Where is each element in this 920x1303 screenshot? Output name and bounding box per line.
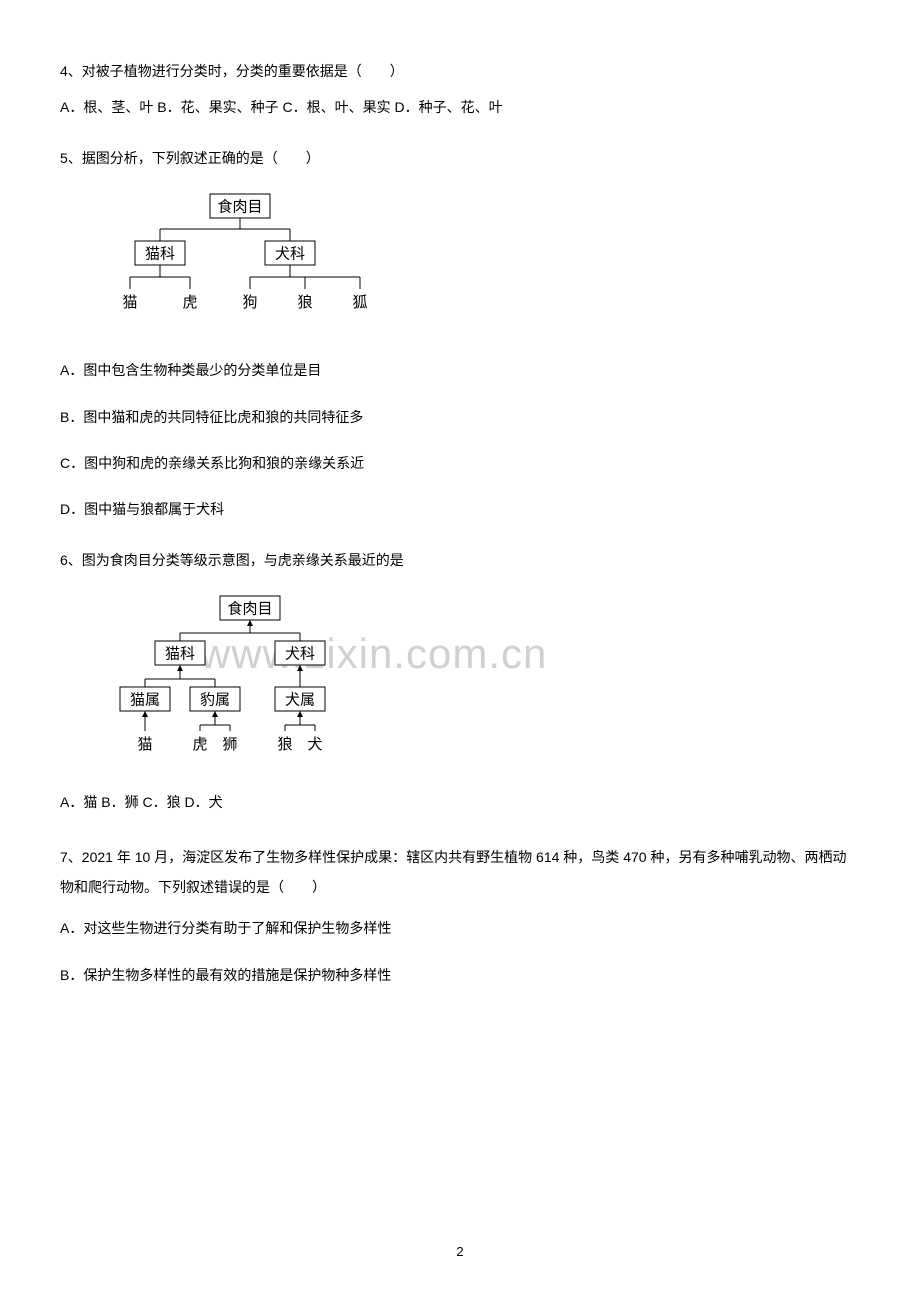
q6-diagram: 食肉目猫科 犬科猫属 豹属 犬属猫 虎狮 狼犬 xyxy=(100,591,860,771)
svg-text:狮: 狮 xyxy=(222,736,237,753)
page-number: 2 xyxy=(456,1242,463,1263)
q7-optA: A．对这些生物进行分类有助于了解和保护生物多样性 xyxy=(60,917,860,939)
q4-text: 4、对被子植物进行分类时，分类的重要依据是（ ） xyxy=(60,60,860,82)
q5-diagram: 食肉目猫科 犬科猫 虎 狗 狼 狐 xyxy=(100,189,860,339)
svg-text:虎: 虎 xyxy=(182,294,197,311)
question-7: 7、2021 年 10 月，海淀区发布了生物多样性保护成果：辖区内共有野生植物 … xyxy=(60,842,860,986)
q5-optC: C．图中狗和虎的亲缘关系比狗和狼的亲缘关系近 xyxy=(60,452,860,474)
q6-tree-svg: 食肉目猫科 犬科猫属 豹属 犬属猫 虎狮 狼犬 xyxy=(100,591,380,771)
svg-text:猫属: 猫属 xyxy=(130,691,160,708)
svg-text:狼: 狼 xyxy=(297,294,312,311)
question-5: 5、据图分析，下列叙述正确的是（ ） 食肉目猫科 犬科猫 虎 狗 狼 狐 A．图中包含生物… xyxy=(60,147,860,521)
q7-optB: B．保护生物多样性的最有效的措施是保护物种多样性 xyxy=(60,964,860,986)
q6-text: 6、图为食肉目分类等级示意图，与虎亲缘关系最近的是 xyxy=(60,549,860,571)
svg-text:犬科: 犬科 xyxy=(275,245,305,262)
svg-text:犬科: 犬科 xyxy=(285,645,315,662)
svg-text:狼: 狼 xyxy=(277,736,292,753)
svg-text:食肉目: 食肉目 xyxy=(227,600,272,617)
q5-text: 5、据图分析，下列叙述正确的是（ ） xyxy=(60,147,860,169)
svg-text:猫科: 猫科 xyxy=(165,645,195,662)
q7-text: 7、2021 年 10 月，海淀区发布了生物多样性保护成果：辖区内共有野生植物 … xyxy=(60,842,860,904)
question-6: 6、图为食肉目分类等级示意图，与虎亲缘关系最近的是 食肉目猫科 犬科猫属 豹属 犬属猫… xyxy=(60,549,860,814)
q5-optB: B．图中猫和虎的共同特征比虎和狼的共同特征多 xyxy=(60,406,860,428)
page-content: 4、对被子植物进行分类时，分类的重要依据是（ ） A．根、茎、叶 B．花、果实、… xyxy=(60,60,860,986)
q6-options: A．猫 B．狮 C．狼 D．犬 xyxy=(60,791,860,813)
svg-text:猫: 猫 xyxy=(122,294,137,311)
svg-text:犬属: 犬属 xyxy=(285,691,315,708)
q5-optA: A．图中包含生物种类最少的分类单位是目 xyxy=(60,359,860,381)
svg-text:虎: 虎 xyxy=(192,736,207,753)
q5-optD: D．图中猫与狼都属于犬科 xyxy=(60,498,860,520)
svg-text:猫科: 猫科 xyxy=(145,245,175,262)
svg-text:狐: 狐 xyxy=(352,294,367,311)
svg-text:猫: 猫 xyxy=(137,736,152,753)
q5-tree-svg: 食肉目猫科 犬科猫 虎 狗 狼 狐 xyxy=(100,189,380,339)
svg-text:狗: 狗 xyxy=(242,294,257,311)
svg-text:豹属: 豹属 xyxy=(200,691,230,708)
q4-options: A．根、茎、叶 B．花、果实、种子 C．根、叶、果实 D．种子、花、叶 xyxy=(60,96,860,118)
svg-text:犬: 犬 xyxy=(307,736,322,753)
svg-text:食肉目: 食肉目 xyxy=(217,198,262,215)
question-4: 4、对被子植物进行分类时，分类的重要依据是（ ） A．根、茎、叶 B．花、果实、… xyxy=(60,60,860,119)
